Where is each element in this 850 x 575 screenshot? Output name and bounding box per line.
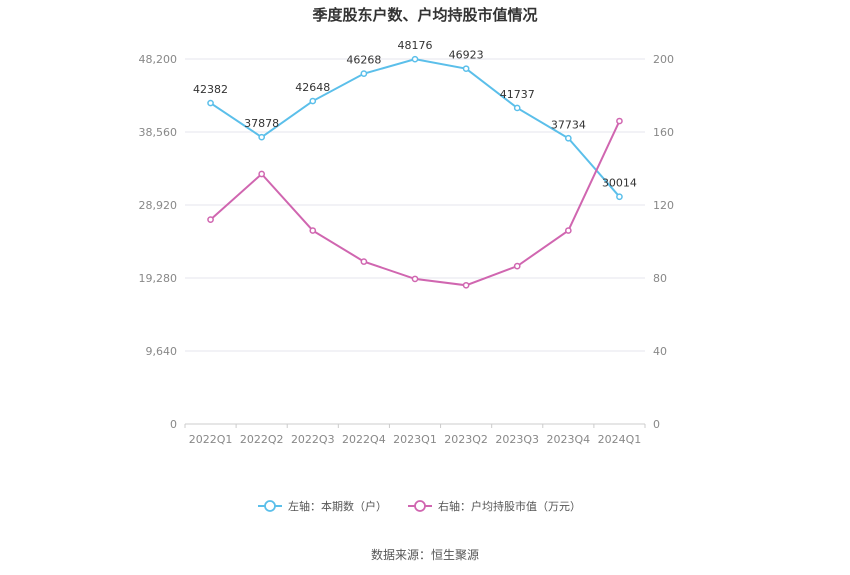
series-1: 42382 37878 42648 46268 48176 46923 41737 37734…: [193, 39, 637, 201]
left-tick-label: 0: [170, 418, 177, 431]
data-point[interactable]: [513, 262, 521, 270]
legend[interactable]: 左轴：本期数（户） 右轴：户均持股市值（万元）: [258, 499, 581, 513]
data-label: 37878: [244, 117, 279, 130]
data-label: 42648: [295, 81, 330, 94]
right-tick-label: 0: [653, 418, 660, 431]
right-axis-ticks: 0 40 80 120 160 200: [653, 53, 674, 431]
right-tick-label: 80: [653, 272, 667, 285]
left-tick-label: 38,560: [139, 126, 178, 139]
left-tick-label: 28,920: [139, 199, 178, 212]
data-point[interactable]: [360, 70, 368, 77]
right-tick-label: 120: [653, 199, 674, 212]
data-point[interactable]: [564, 134, 572, 142]
data-point[interactable]: [513, 104, 521, 112]
data-label: 46923: [449, 49, 484, 62]
data-point[interactable]: [258, 170, 266, 178]
data-point[interactable]: [207, 216, 214, 223]
chart-title: 季度股东户数、户均持股市值情况: [312, 6, 537, 24]
data-label: 37734: [551, 118, 586, 131]
data-label: 41737: [500, 88, 535, 101]
legend-label: 右轴：户均持股市值（万元）: [438, 499, 581, 513]
legend-item-2[interactable]: 右轴：户均持股市值（万元）: [408, 499, 581, 513]
data-label: 42382: [193, 83, 228, 96]
legend-marker: [414, 500, 426, 512]
x-tick-label: 2023Q2: [444, 433, 488, 446]
x-tick-label: 2023Q1: [393, 433, 437, 446]
series-layer: 42382 37878 42648 46268 48176 46923 41737 37734…: [193, 39, 637, 289]
data-point[interactable]: [462, 65, 470, 73]
right-tick-label: 40: [653, 345, 667, 358]
data-point[interactable]: [462, 281, 470, 289]
x-tick-label: 2023Q3: [495, 433, 539, 446]
left-tick-label: 9,640: [146, 345, 178, 358]
data-point[interactable]: [360, 258, 368, 265]
left-tick-label: 19,280: [139, 272, 178, 285]
data-label: 30014: [602, 177, 637, 190]
right-tick-label: 160: [653, 126, 674, 139]
data-point[interactable]: [258, 133, 266, 141]
data-label: 46268: [346, 54, 381, 67]
series-line: [209, 120, 621, 287]
left-axis-ticks: 0 9,640 19,280 28,920 38,560 48,200: [139, 53, 178, 431]
series-2: [207, 117, 623, 289]
data-point[interactable]: [309, 97, 317, 105]
x-tick-label: 2022Q2: [240, 433, 284, 446]
x-tick-label: 2022Q4: [342, 433, 386, 446]
right-tick-label: 200: [653, 53, 674, 66]
grid-lines: [185, 58, 645, 425]
data-point[interactable]: [207, 99, 214, 107]
legend-label: 左轴：本期数（户）: [288, 499, 387, 513]
data-label: 48176: [398, 39, 433, 52]
x-axis-ticks: 2022Q1 2022Q2 2022Q3 2022Q4 2023Q1 2023Q2 2023…: [184, 424, 646, 446]
x-tick-label: 2023Q4: [547, 433, 591, 446]
data-point[interactable]: [616, 193, 623, 201]
data-point[interactable]: [411, 55, 419, 63]
data-source: 数据来源：恒生聚源: [371, 547, 479, 562]
legend-item-1[interactable]: 左轴：本期数（户）: [258, 499, 387, 513]
data-point[interactable]: [411, 275, 419, 283]
left-tick-label: 48,200: [139, 53, 178, 66]
x-tick-label: 2022Q1: [189, 433, 233, 446]
x-tick-label: 2022Q3: [291, 433, 335, 446]
data-point[interactable]: [564, 227, 572, 234]
data-point[interactable]: [616, 117, 623, 125]
data-point[interactable]: [309, 227, 317, 234]
x-tick-label: 2024Q1: [598, 433, 642, 446]
legend-marker: [264, 500, 276, 512]
